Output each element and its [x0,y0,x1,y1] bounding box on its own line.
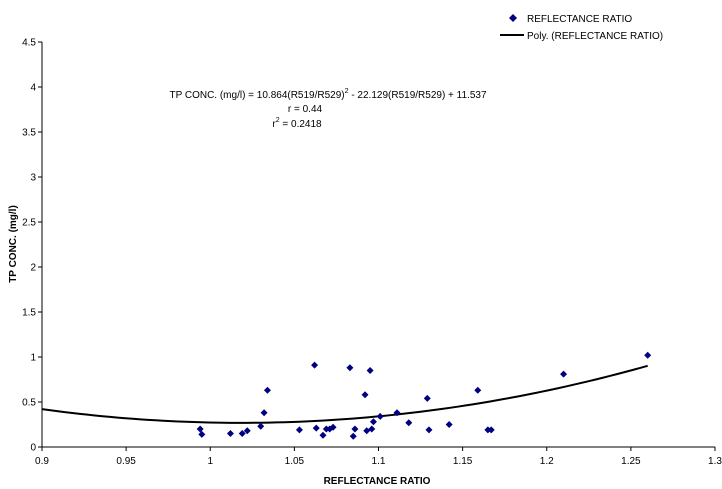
data-point [238,430,246,437]
y-axis-title: TP CONC. (mg/l) [8,205,19,283]
y-tick-label: 3.5 [22,128,36,139]
data-point [260,409,268,417]
data-point [295,426,303,434]
x-tick-label: 1.3 [708,456,722,467]
y-tick-label: 2.5 [22,218,36,229]
x-tick-label: 1 [207,456,213,467]
equation-text: TP CONC. (mg/l) = 10.864(R519/R529)2 - 2… [169,88,486,101]
data-point [445,421,453,428]
data-point [226,430,234,437]
data-point [405,419,413,427]
data-point [311,361,319,369]
data-point [366,367,374,374]
x-axis-title: REFLECTANCE RATIO [324,476,431,487]
data-point [349,432,357,440]
r-value: r = 0.44 [288,104,323,115]
data-point [644,351,652,359]
data-point [369,418,377,426]
data-point [560,370,568,378]
y-tick-label: 4 [30,83,36,94]
data-point [196,425,204,433]
x-tick-label: 1.25 [621,456,641,467]
data-point [368,425,376,433]
legend-label-poly: Poly. (REFLECTANCE RATIO) [527,31,663,42]
data-point [329,423,337,431]
data-point [393,409,401,417]
y-tick-label: 2 [30,263,36,274]
legend-label-scatter: REFLECTANCE RATIO [527,14,632,25]
data-point [361,391,369,399]
data-point [474,386,482,394]
x-tick-label: 1.2 [540,456,554,467]
data-point [346,364,354,372]
y-tick-label: 4.5 [22,38,36,49]
trendline-equation: TP CONC. (mg/l) = 10.864(R519/R529)2 - 2… [169,88,486,130]
x-tick-label: 0.95 [116,456,136,467]
data-point [425,426,433,434]
axes: 0 0.5 1 1.5 2 2.5 3 3.5 4 4.5 0.9 0.95 1 1.05 1.1 1.15 1… [22,38,722,468]
trendline-layer [41,364,648,424]
equation-rest: - 22.129(R519/R529) + 11.537 [349,90,487,101]
x-tick-label: 1.05 [285,456,305,467]
y-tick-label: 0 [30,443,36,454]
data-point [312,424,320,432]
data-point [257,422,265,430]
trendline-polynomial [41,364,648,424]
y-tick-label: 1 [30,353,36,364]
legend-marker-diamond [509,14,517,22]
equation-main: TP CONC. (mg/l) = 10.864(R519/R529) [169,90,344,101]
data-point [263,386,271,394]
legend: REFLECTANCE RATIO Poly. (REFLECTANCE RAT… [500,14,663,42]
points-layer [196,351,652,440]
r-squared-prefix: r [272,119,276,130]
y-tick-label: 3 [30,173,36,184]
equation-superscript: 2 [345,88,349,95]
data-point [376,412,384,420]
data-point [351,425,359,433]
x-tick-label: 1.1 [372,456,386,467]
data-point [487,426,495,434]
r-squared-superscript: 2 [276,117,280,124]
y-tick-label: 1.5 [22,308,36,319]
r-squared-value: r2 = 0.2418 [272,117,322,130]
x-tick-label: 0.9 [35,456,49,467]
x-tick-label: 1.15 [453,456,473,467]
y-tick-label: 0.5 [22,398,36,409]
r-squared-rest: = 0.2418 [280,119,322,130]
data-point [243,427,251,435]
data-point [319,431,327,439]
data-point [423,394,431,402]
data-point [198,430,206,438]
